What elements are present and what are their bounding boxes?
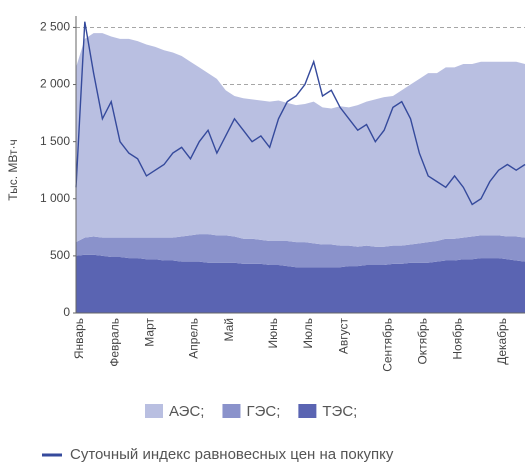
area bbox=[76, 254, 525, 313]
x-tick-label: Март bbox=[143, 318, 157, 347]
x-tick-label: Декабрь bbox=[495, 318, 509, 365]
legend-label: Суточный индекс равновесных цен на покуп… bbox=[70, 446, 394, 463]
x-tick-label: Ноябрь bbox=[451, 318, 465, 360]
y-tick-label: 2 000 bbox=[40, 77, 70, 91]
y-tick-label: 1 000 bbox=[40, 191, 70, 205]
x-tick-label: Май bbox=[222, 318, 236, 342]
area bbox=[76, 234, 525, 268]
x-tick-label: Апрель bbox=[187, 318, 201, 359]
x-tick-label: Февраль bbox=[107, 318, 121, 367]
legend-label: ГЭС; bbox=[246, 403, 280, 420]
x-tick-label: Август bbox=[336, 318, 350, 355]
y-tick-label: 2 500 bbox=[40, 20, 70, 34]
legend-label: АЭС; bbox=[169, 403, 204, 420]
x-tick-label: Январь bbox=[72, 318, 86, 359]
x-tick-label: Июль bbox=[301, 318, 315, 349]
x-tick-label: Июнь bbox=[266, 318, 280, 349]
y-tick-label: 500 bbox=[50, 248, 70, 262]
x-tick-label: Октябрь bbox=[416, 318, 430, 365]
x-tick-label: Сентябрь bbox=[380, 318, 394, 372]
y-tick-label: 0 bbox=[63, 305, 70, 319]
legend: АЭС; ГЭС; ТЭС; Суточный индекс равновесных … bbox=[42, 403, 394, 463]
legend-swatch bbox=[145, 404, 163, 418]
area bbox=[76, 33, 525, 247]
y-axis-label: Тыс. МВт·ч bbox=[6, 139, 20, 200]
y-tick-label: 1 500 bbox=[40, 134, 70, 148]
legend-label: ТЭС; bbox=[322, 403, 357, 420]
legend-swatch bbox=[298, 404, 317, 418]
legend-swatch bbox=[222, 404, 241, 418]
price-line bbox=[75, 21, 526, 206]
